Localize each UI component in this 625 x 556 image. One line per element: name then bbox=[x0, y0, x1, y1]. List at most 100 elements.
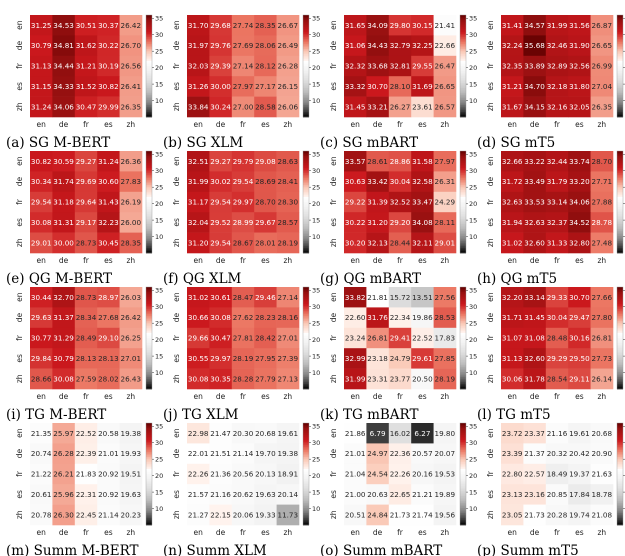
colorbar-segment bbox=[617, 504, 623, 507]
colorbar-segment bbox=[617, 339, 623, 342]
cell-value-label: 20.92 bbox=[98, 490, 119, 499]
column-tick-label: de bbox=[373, 256, 383, 265]
colorbar-segment bbox=[303, 174, 309, 177]
colorbar-segment bbox=[460, 20, 466, 23]
colorbar-segment bbox=[303, 26, 309, 29]
colorbar-segment bbox=[303, 162, 309, 165]
colorbar-segment bbox=[460, 465, 466, 468]
heatmap-cell bbox=[97, 423, 120, 444]
panel-caption: (b) SG XLM bbox=[163, 135, 243, 151]
heatmap-cell bbox=[501, 76, 524, 97]
cell-value-label: 32.18 bbox=[547, 82, 568, 91]
colorbar-segment bbox=[146, 169, 152, 172]
heatmap-cell bbox=[366, 55, 390, 77]
heatmap-cell bbox=[433, 348, 457, 369]
cell-value-label: 28.61 bbox=[367, 157, 388, 166]
colorbar-tick-label: 30 bbox=[312, 167, 320, 175]
column-tick-label: de bbox=[530, 528, 540, 537]
heatmap-cell bbox=[545, 55, 569, 77]
colorbar-segment bbox=[617, 426, 623, 429]
cell-value-label: 28.13 bbox=[98, 354, 119, 363]
heatmap-cell bbox=[209, 368, 233, 390]
colorbar-tick-label: 10 bbox=[155, 505, 163, 513]
heatmap-cell bbox=[209, 76, 233, 97]
colorbar-segment bbox=[617, 229, 623, 232]
colorbar-segment bbox=[303, 57, 309, 60]
heatmap-cell bbox=[344, 504, 367, 526]
cell-value-label: 28.63 bbox=[278, 157, 299, 166]
heatmap-cell bbox=[388, 96, 412, 118]
heatmap-cell bbox=[501, 287, 524, 308]
colorbar-segment bbox=[617, 324, 623, 327]
column-tick-label: de bbox=[216, 392, 226, 401]
heatmap-cell bbox=[254, 171, 277, 193]
colorbar-segment bbox=[146, 113, 152, 116]
colorbar-segment bbox=[617, 195, 623, 198]
cell-value-label: 18.49 bbox=[547, 470, 568, 479]
colorbar-segment bbox=[460, 212, 466, 215]
colorbar-segment bbox=[146, 314, 152, 317]
colorbar-segment bbox=[146, 37, 152, 40]
colorbar-segment bbox=[460, 485, 466, 488]
colorbar-segment bbox=[303, 317, 309, 320]
cell-value-label: 31.18 bbox=[53, 198, 74, 207]
heatmap-cell bbox=[52, 151, 76, 172]
heatmap-cell bbox=[590, 368, 614, 390]
row-tick-label: zh bbox=[329, 238, 338, 247]
colorbar-segment bbox=[146, 434, 152, 437]
colorbar-tick-label: 30 bbox=[312, 439, 320, 447]
column-tick-label: fr bbox=[83, 120, 90, 129]
colorbar-segment bbox=[460, 431, 466, 434]
colorbar-segment bbox=[460, 436, 466, 439]
colorbar-segment bbox=[460, 188, 466, 191]
colorbar-segment bbox=[303, 373, 309, 376]
heatmap-cell bbox=[276, 191, 300, 213]
colorbar-segment bbox=[303, 32, 309, 35]
colorbar-tick-label: 25 bbox=[312, 455, 320, 463]
column-tick-label: de bbox=[216, 528, 226, 537]
colorbar-tick-label: 35 bbox=[469, 422, 477, 430]
colorbar-segment bbox=[617, 193, 623, 196]
colorbar-segment bbox=[617, 353, 623, 356]
cell-value-label: 16.02 bbox=[390, 429, 411, 438]
colorbar-segment bbox=[146, 479, 152, 482]
colorbar-segment bbox=[303, 67, 309, 70]
colorbar-segment bbox=[617, 508, 623, 511]
cell-value-label: 30.47 bbox=[210, 334, 231, 343]
colorbar-segment bbox=[146, 52, 152, 55]
row-tick-label: en bbox=[15, 20, 24, 30]
cell-value-label: 32.63 bbox=[502, 198, 523, 207]
colorbar-segment bbox=[617, 506, 623, 509]
colorbar-segment bbox=[303, 28, 309, 31]
row-tick-label: en bbox=[329, 20, 338, 30]
colorbar-segment bbox=[460, 224, 466, 227]
cell-value-label: 20.30 bbox=[233, 429, 254, 438]
row-tick-label: en bbox=[172, 428, 181, 438]
colorbar-segment bbox=[146, 25, 152, 28]
cell-value-label: 29.20 bbox=[390, 218, 411, 227]
colorbar-segment bbox=[303, 468, 309, 471]
colorbar-segment bbox=[617, 60, 623, 63]
heatmap-cell bbox=[74, 287, 98, 308]
colorbar-segment bbox=[460, 64, 466, 67]
colorbar-segment bbox=[460, 52, 466, 55]
colorbar-segment bbox=[617, 518, 623, 521]
colorbar-segment bbox=[146, 227, 152, 230]
colorbar-segment bbox=[146, 467, 152, 470]
colorbar-segment bbox=[146, 324, 152, 327]
colorbar-segment bbox=[146, 100, 152, 103]
colorbar-segment bbox=[303, 514, 309, 517]
cell-value-label: 28.58 bbox=[255, 102, 276, 111]
cell-value-label: 22.39 bbox=[76, 449, 97, 458]
heatmap-cell bbox=[545, 35, 569, 57]
colorbar-segment bbox=[303, 448, 309, 451]
colorbar-segment bbox=[617, 297, 623, 300]
cell-value-label: 22.26 bbox=[188, 470, 209, 479]
colorbar-segment bbox=[460, 16, 466, 19]
colorbar-segment bbox=[617, 185, 623, 188]
colorbar-tick-label: 30 bbox=[155, 439, 163, 447]
heatmap-cell bbox=[388, 484, 412, 505]
heatmap-cell bbox=[366, 35, 390, 57]
colorbar-segment bbox=[146, 506, 152, 509]
colorbar-segment bbox=[460, 81, 466, 84]
